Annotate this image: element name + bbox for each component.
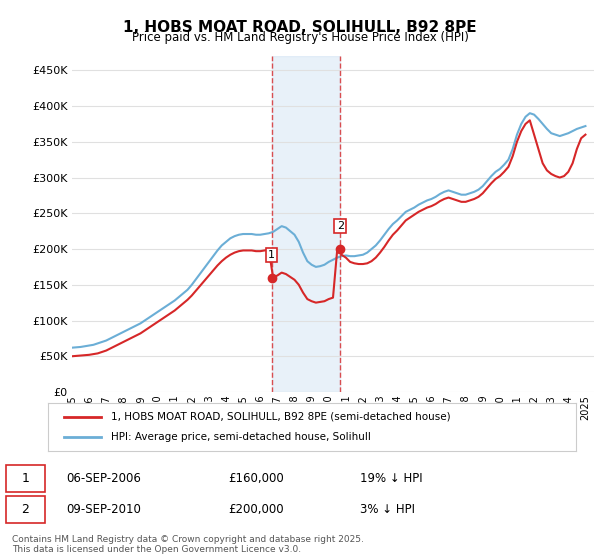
Text: 09-SEP-2010: 09-SEP-2010 <box>66 503 141 516</box>
Text: £160,000: £160,000 <box>228 472 284 485</box>
Text: 1: 1 <box>268 250 275 260</box>
Text: HPI: Average price, semi-detached house, Solihull: HPI: Average price, semi-detached house,… <box>112 432 371 442</box>
Text: £200,000: £200,000 <box>228 503 284 516</box>
Bar <box>272 56 340 392</box>
FancyBboxPatch shape <box>6 465 45 492</box>
Text: Price paid vs. HM Land Registry's House Price Index (HPI): Price paid vs. HM Land Registry's House … <box>131 31 469 44</box>
Text: 2: 2 <box>337 221 344 231</box>
Text: 1: 1 <box>22 472 29 485</box>
Text: 19% ↓ HPI: 19% ↓ HPI <box>360 472 422 485</box>
FancyBboxPatch shape <box>6 496 45 523</box>
Text: 2: 2 <box>22 503 29 516</box>
Text: 1, HOBS MOAT ROAD, SOLIHULL, B92 8PE: 1, HOBS MOAT ROAD, SOLIHULL, B92 8PE <box>123 20 477 35</box>
Text: 06-SEP-2006: 06-SEP-2006 <box>66 472 141 485</box>
Text: 1, HOBS MOAT ROAD, SOLIHULL, B92 8PE (semi-detached house): 1, HOBS MOAT ROAD, SOLIHULL, B92 8PE (se… <box>112 412 451 422</box>
Text: Contains HM Land Registry data © Crown copyright and database right 2025.
This d: Contains HM Land Registry data © Crown c… <box>12 535 364 554</box>
Text: 3% ↓ HPI: 3% ↓ HPI <box>360 503 415 516</box>
